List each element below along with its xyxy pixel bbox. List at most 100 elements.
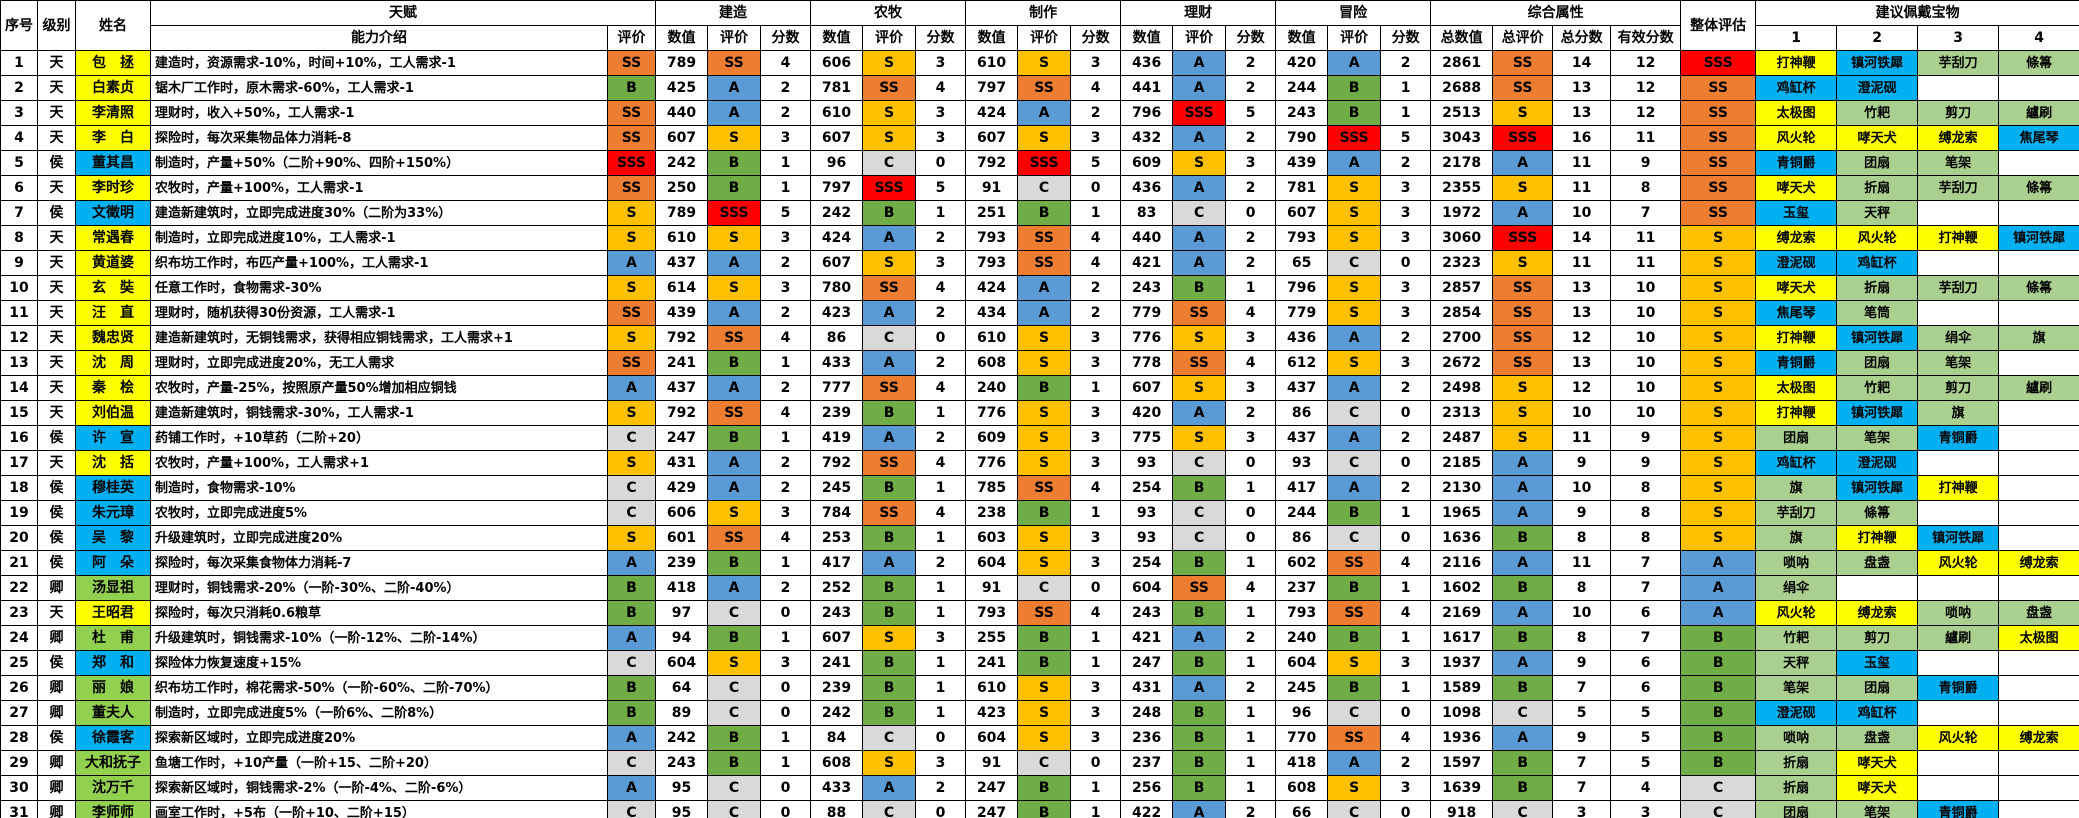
- cell-treasure-1: 风火轮: [1755, 600, 1838, 626]
- cell-overall-rating: B: [1680, 725, 1757, 751]
- cell-farming-rating: B: [862, 200, 917, 226]
- cell-treasure-3: [1917, 750, 2000, 776]
- cell-treasure-2: 哮天犬: [1836, 750, 1919, 776]
- cell-farming-score: 2: [915, 350, 967, 376]
- cell-finance-value: 236: [1120, 725, 1174, 751]
- table-row: 13 天沈 周理财时，立即完成进度20%，无工人需求 SS 241 B 1 433 A 2 608…: [0, 350, 2079, 376]
- cell-total-score: 11: [1552, 250, 1612, 276]
- cell-finance-score: 1: [1225, 725, 1277, 751]
- cell-ability: 锯木厂工作时，原木需求-60%，工人需求-1: [150, 75, 608, 101]
- cell-total-score: 13: [1552, 350, 1612, 376]
- cell-construction-value: 94: [655, 625, 708, 651]
- cell-farming-value: 252: [810, 575, 864, 601]
- cell-crafting-value: 776: [965, 400, 1019, 426]
- cell-construction-score: 3: [759, 500, 812, 526]
- cell-finance-rating: B: [1172, 275, 1227, 301]
- cell-finance-score: 2: [1225, 250, 1277, 276]
- cell-finance-score: 1: [1225, 550, 1277, 576]
- cell-treasure-1: 鸡缸杯: [1755, 75, 1838, 101]
- cell-finance-value: 247: [1120, 650, 1174, 676]
- cell-construction-rating: S: [707, 500, 761, 526]
- cell-construction-rating: C: [707, 675, 761, 701]
- cell-adventure-rating: C: [1327, 250, 1382, 276]
- cell-treasure-1: 竹耙: [1755, 625, 1838, 651]
- cell-crafting-rating: C: [1017, 750, 1072, 776]
- cell-finance-rating: SSS: [1172, 100, 1227, 126]
- cell-effective-score: 7: [1610, 550, 1682, 576]
- cell-construction-rating: A: [707, 575, 761, 601]
- cell-adventure-value: 604: [1275, 650, 1329, 676]
- cell-treasure-1: 焦尾琴: [1755, 300, 1838, 326]
- cell-construction-score: 3: [759, 125, 812, 151]
- cell-treasure-1: 澄泥砚: [1755, 250, 1838, 276]
- cell-construction-value: 606: [655, 500, 708, 526]
- cell-total-value: 2700: [1430, 325, 1494, 351]
- cell-name: 常遇春: [75, 225, 151, 251]
- table-row: 7 侯文徵明 建造新建筑时，立即完成进度30%（二阶为33%） S 789 SSS 5 242…: [0, 200, 2079, 226]
- cell-farming-rating: S: [862, 50, 917, 76]
- cell-total-score: 9: [1552, 500, 1612, 526]
- cell-treasure-1: 旗: [1755, 475, 1838, 501]
- cell-farming-value: 419: [810, 425, 864, 451]
- cell-finance-score: 2: [1225, 50, 1277, 76]
- cell-finance-rating: B: [1172, 600, 1227, 626]
- cell-adventure-score: 1: [1380, 75, 1432, 101]
- cell-construction-value: 614: [655, 275, 708, 301]
- header-farming-value: 数值: [810, 25, 864, 51]
- cell-adventure-rating: C: [1327, 525, 1382, 551]
- cell-construction-score: 1: [759, 175, 812, 201]
- cell-name: 汪 直: [75, 300, 151, 326]
- cell-crafting-score: 0: [1070, 575, 1122, 601]
- cell-treasure-2: 缚龙索: [1836, 600, 1919, 626]
- table-row: 24 卿杜 甫升级建筑时，铜钱需求-10%（一阶-12%、二阶-14%） A 94 B 1…: [0, 625, 2079, 651]
- cell-adventure-rating: B: [1327, 675, 1382, 701]
- cell-crafting-rating: SS: [1017, 75, 1072, 101]
- cell-construction-score: 4: [759, 325, 812, 351]
- cell-treasure-2: 條箒: [1836, 500, 1919, 526]
- cell-treasure-3: 打神鞭: [1917, 225, 2000, 251]
- cell-total-value: 2185: [1430, 450, 1494, 476]
- cell-crafting-score: 1: [1070, 500, 1122, 526]
- cell-adventure-score: 2: [1380, 325, 1432, 351]
- cell-construction-score: 4: [759, 50, 812, 76]
- cell-finance-rating: A: [1172, 675, 1227, 701]
- cell-total-score: 10: [1552, 600, 1612, 626]
- cell-crafting-score: 1: [1070, 375, 1122, 401]
- cell-finance-rating: A: [1172, 50, 1227, 76]
- cell-finance-value: 776: [1120, 325, 1174, 351]
- header-finance-value: 数值: [1120, 25, 1174, 51]
- cell-crafting-rating: S: [1017, 700, 1072, 726]
- cell-ability: 织布坊工作时，布匹产量+100%，工人需求-1: [150, 250, 608, 276]
- cell-effective-score: 8: [1610, 175, 1682, 201]
- cell-adventure-value: 245: [1275, 675, 1329, 701]
- cell-adventure-score: 3: [1380, 225, 1432, 251]
- cell-crafting-score: 3: [1070, 325, 1122, 351]
- cell-level: 天: [37, 100, 76, 126]
- cell-total-rating: SS: [1492, 325, 1554, 351]
- cell-treasure-3: 唢呐: [1917, 600, 2000, 626]
- cell-adventure-score: 5: [1380, 125, 1432, 151]
- cell-overall-rating: S: [1680, 500, 1757, 526]
- cell-finance-value: 243: [1120, 600, 1174, 626]
- table-row: 10 天玄 奘任意工作时，食物需求-30% S 614 S 3 780 SS 4 424 A 2 243…: [0, 275, 2079, 301]
- cell-crafting-score: 3: [1070, 50, 1122, 76]
- cell-total-value: 2498: [1430, 375, 1494, 401]
- cell-finance-value: 604: [1120, 575, 1174, 601]
- cell-level: 天: [37, 50, 76, 76]
- cell-treasure-4: 條箒: [1998, 50, 2079, 76]
- cell-overall-rating: S: [1680, 475, 1757, 501]
- cell-treasure-2: 笔架: [1836, 425, 1919, 451]
- header-ability: 能力介绍: [150, 25, 608, 51]
- cell-treasure-3: [1917, 75, 2000, 101]
- cell-adventure-score: 1: [1380, 575, 1432, 601]
- cell-crafting-score: 3: [1070, 425, 1122, 451]
- table-row: 5 侯董其昌 制造时，产量+50%（二阶+90%、四阶+150%） SSS 242 B 1 9…: [0, 150, 2079, 176]
- cell-treasure-3: 旗: [1917, 400, 2000, 426]
- cell-talent-rating: B: [607, 700, 656, 726]
- cell-name: 沈 周: [75, 350, 151, 376]
- cell-adventure-value: 244: [1275, 500, 1329, 526]
- cell-adventure-score: 2: [1380, 375, 1432, 401]
- cell-effective-score: 12: [1610, 75, 1682, 101]
- cell-adventure-value: 781: [1275, 175, 1329, 201]
- cell-level: 侯: [37, 550, 76, 576]
